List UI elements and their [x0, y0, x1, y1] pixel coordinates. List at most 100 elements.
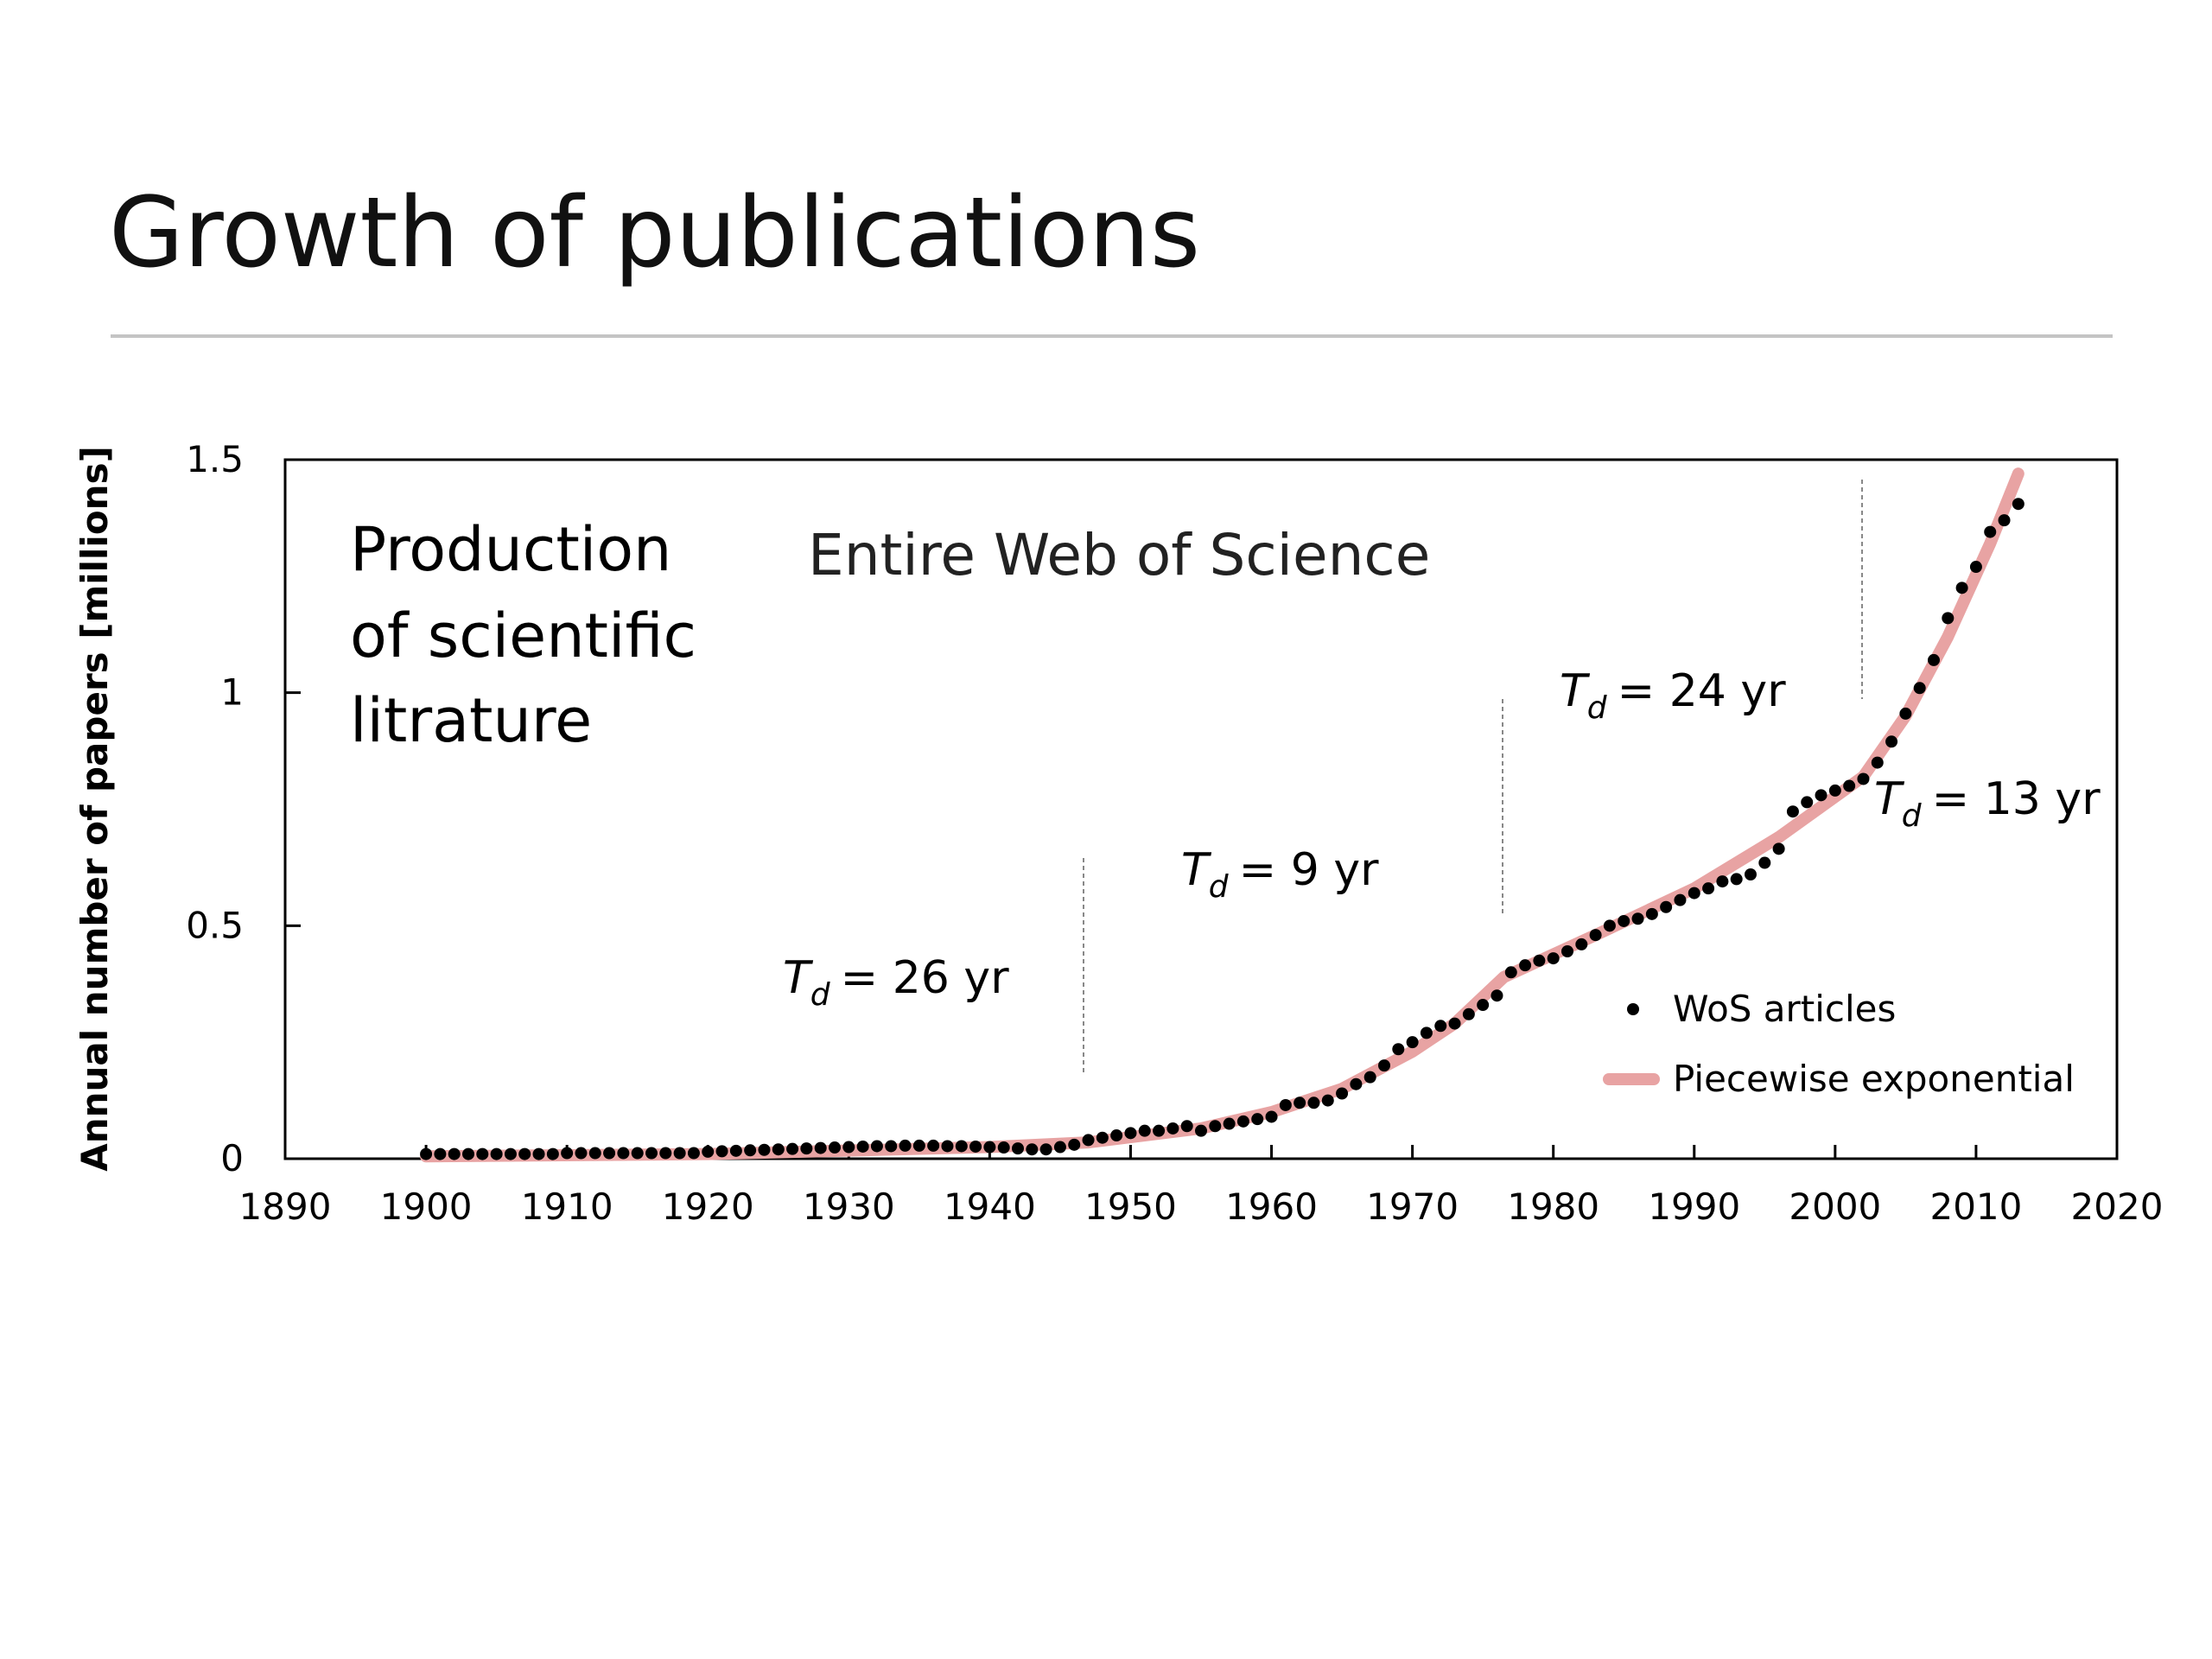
- x-tick-label: 1990: [1648, 1185, 1740, 1228]
- data-point: [1491, 989, 1503, 1002]
- data-point: [518, 1147, 531, 1160]
- data-point: [1504, 966, 1517, 979]
- data-point: [1899, 707, 1912, 720]
- doubling-symbol: T: [1874, 773, 1905, 825]
- data-point: [631, 1147, 644, 1160]
- doubling-subscript: d: [810, 977, 831, 1013]
- data-point: [1688, 887, 1700, 899]
- data-point: [490, 1147, 503, 1160]
- x-tick-label: 2020: [2071, 1185, 2164, 1228]
- data-point: [1321, 1094, 1334, 1107]
- data-point: [842, 1141, 855, 1154]
- data-point: [504, 1147, 517, 1160]
- x-tick-label: 1900: [380, 1185, 473, 1228]
- data-point: [997, 1141, 1010, 1154]
- data-point: [1772, 842, 1785, 855]
- doubling-label: Td = 9 yr: [1181, 844, 1379, 905]
- data-point: [1913, 682, 1926, 695]
- x-tick-label: 1920: [662, 1185, 754, 1228]
- x-tick-label: 1980: [1507, 1185, 1599, 1228]
- data-point: [1236, 1115, 1249, 1128]
- x-tick-label: 2010: [1929, 1185, 2022, 1228]
- x-tick-label: 1970: [1366, 1185, 1459, 1228]
- data-point: [1928, 653, 1940, 666]
- data-point: [1969, 561, 1982, 574]
- legend-marker: [1627, 1003, 1639, 1015]
- data-point: [941, 1140, 954, 1153]
- data-point: [1786, 805, 1799, 818]
- doubling-symbol: T: [783, 952, 814, 1004]
- data-point: [1406, 1036, 1419, 1049]
- x-tick-label: 1960: [1225, 1185, 1318, 1228]
- data-point: [772, 1143, 785, 1156]
- data-point: [1307, 1096, 1320, 1109]
- data-point: [1843, 779, 1856, 792]
- data-point: [1462, 1007, 1475, 1020]
- data-point: [927, 1139, 940, 1152]
- doubling-value: = 26 yr: [841, 952, 1010, 1004]
- subtitle: Entire Web of Science: [808, 522, 1430, 588]
- doubling-subscript: d: [1587, 690, 1608, 726]
- data-point: [1434, 1020, 1447, 1033]
- data-point: [1984, 525, 1997, 538]
- data-point: [659, 1147, 672, 1160]
- data-point: [1068, 1138, 1081, 1151]
- data-point: [729, 1144, 742, 1157]
- data-point: [1618, 914, 1630, 927]
- data-point: [955, 1140, 968, 1153]
- data-point: [420, 1147, 433, 1160]
- data-point: [744, 1144, 757, 1157]
- data-point: [546, 1147, 559, 1160]
- x-tick-label: 1890: [239, 1185, 332, 1228]
- data-point: [1392, 1043, 1405, 1056]
- data-point: [1561, 944, 1573, 957]
- data-point: [885, 1140, 898, 1153]
- doubling-label: Td = 13 yr: [1874, 773, 2101, 834]
- x-tick-label: 1940: [944, 1185, 1036, 1228]
- data-point: [1730, 873, 1743, 886]
- data-point: [1420, 1027, 1433, 1039]
- data-point: [800, 1142, 813, 1155]
- data-point: [1955, 582, 1968, 594]
- data-point: [1758, 856, 1771, 869]
- y-tick-label: 1: [220, 671, 244, 714]
- data-point: [829, 1141, 841, 1154]
- data-point: [912, 1139, 925, 1152]
- data-point: [1153, 1124, 1166, 1137]
- x-tick-label: 1950: [1084, 1185, 1177, 1228]
- data-point: [434, 1147, 447, 1160]
- data-point: [983, 1141, 996, 1154]
- data-point: [1279, 1098, 1292, 1111]
- x-tick-label: 2000: [1789, 1185, 1881, 1228]
- slide-title: Growth of publications: [109, 177, 1200, 289]
- data-point: [673, 1147, 686, 1160]
- data-point: [575, 1147, 588, 1160]
- doubling-symbol: T: [1560, 665, 1591, 717]
- data-point: [1209, 1120, 1222, 1133]
- data-point: [462, 1147, 474, 1160]
- data-point: [1448, 1017, 1461, 1030]
- data-point: [856, 1140, 869, 1153]
- x-tick-label: 1910: [521, 1185, 613, 1228]
- data-point: [532, 1147, 545, 1160]
- data-point: [1294, 1096, 1306, 1109]
- doubling-label: Td = 24 yr: [1560, 665, 1786, 726]
- doubling-value: = 9 yr: [1239, 844, 1379, 896]
- y-axis-label: Annual number of papers [millions]: [73, 446, 116, 1172]
- data-point: [1674, 893, 1687, 906]
- data-point: [645, 1147, 658, 1160]
- data-point: [786, 1142, 799, 1155]
- data-point: [588, 1147, 601, 1160]
- data-point: [1096, 1131, 1109, 1144]
- data-point: [1631, 912, 1644, 925]
- data-point: [476, 1147, 489, 1160]
- data-point: [561, 1147, 574, 1160]
- annotation: Production: [350, 514, 671, 585]
- data-point: [1942, 612, 1955, 625]
- doubling-subscript: d: [1902, 798, 1923, 834]
- data-point: [1039, 1143, 1052, 1156]
- data-point: [1547, 952, 1560, 965]
- data-point: [1745, 868, 1757, 881]
- data-point: [1603, 919, 1616, 932]
